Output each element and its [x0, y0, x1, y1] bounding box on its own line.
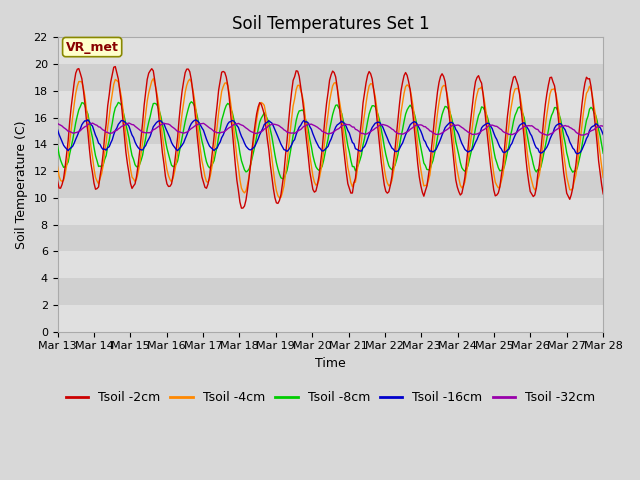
Bar	[58, 144, 603, 171]
Bar	[58, 278, 603, 305]
Bar	[58, 225, 603, 252]
X-axis label: Time: Time	[315, 357, 346, 370]
Bar	[58, 118, 603, 144]
Legend: Tsoil -2cm, Tsoil -4cm, Tsoil -8cm, Tsoil -16cm, Tsoil -32cm: Tsoil -2cm, Tsoil -4cm, Tsoil -8cm, Tsoi…	[61, 386, 600, 409]
Bar	[58, 37, 603, 64]
Bar	[58, 64, 603, 91]
Bar	[58, 252, 603, 278]
Text: VR_met: VR_met	[66, 41, 118, 54]
Bar	[58, 91, 603, 118]
Bar	[58, 305, 603, 332]
Y-axis label: Soil Temperature (C): Soil Temperature (C)	[15, 120, 28, 249]
Bar	[58, 171, 603, 198]
Title: Soil Temperatures Set 1: Soil Temperatures Set 1	[232, 15, 429, 33]
Bar	[58, 198, 603, 225]
